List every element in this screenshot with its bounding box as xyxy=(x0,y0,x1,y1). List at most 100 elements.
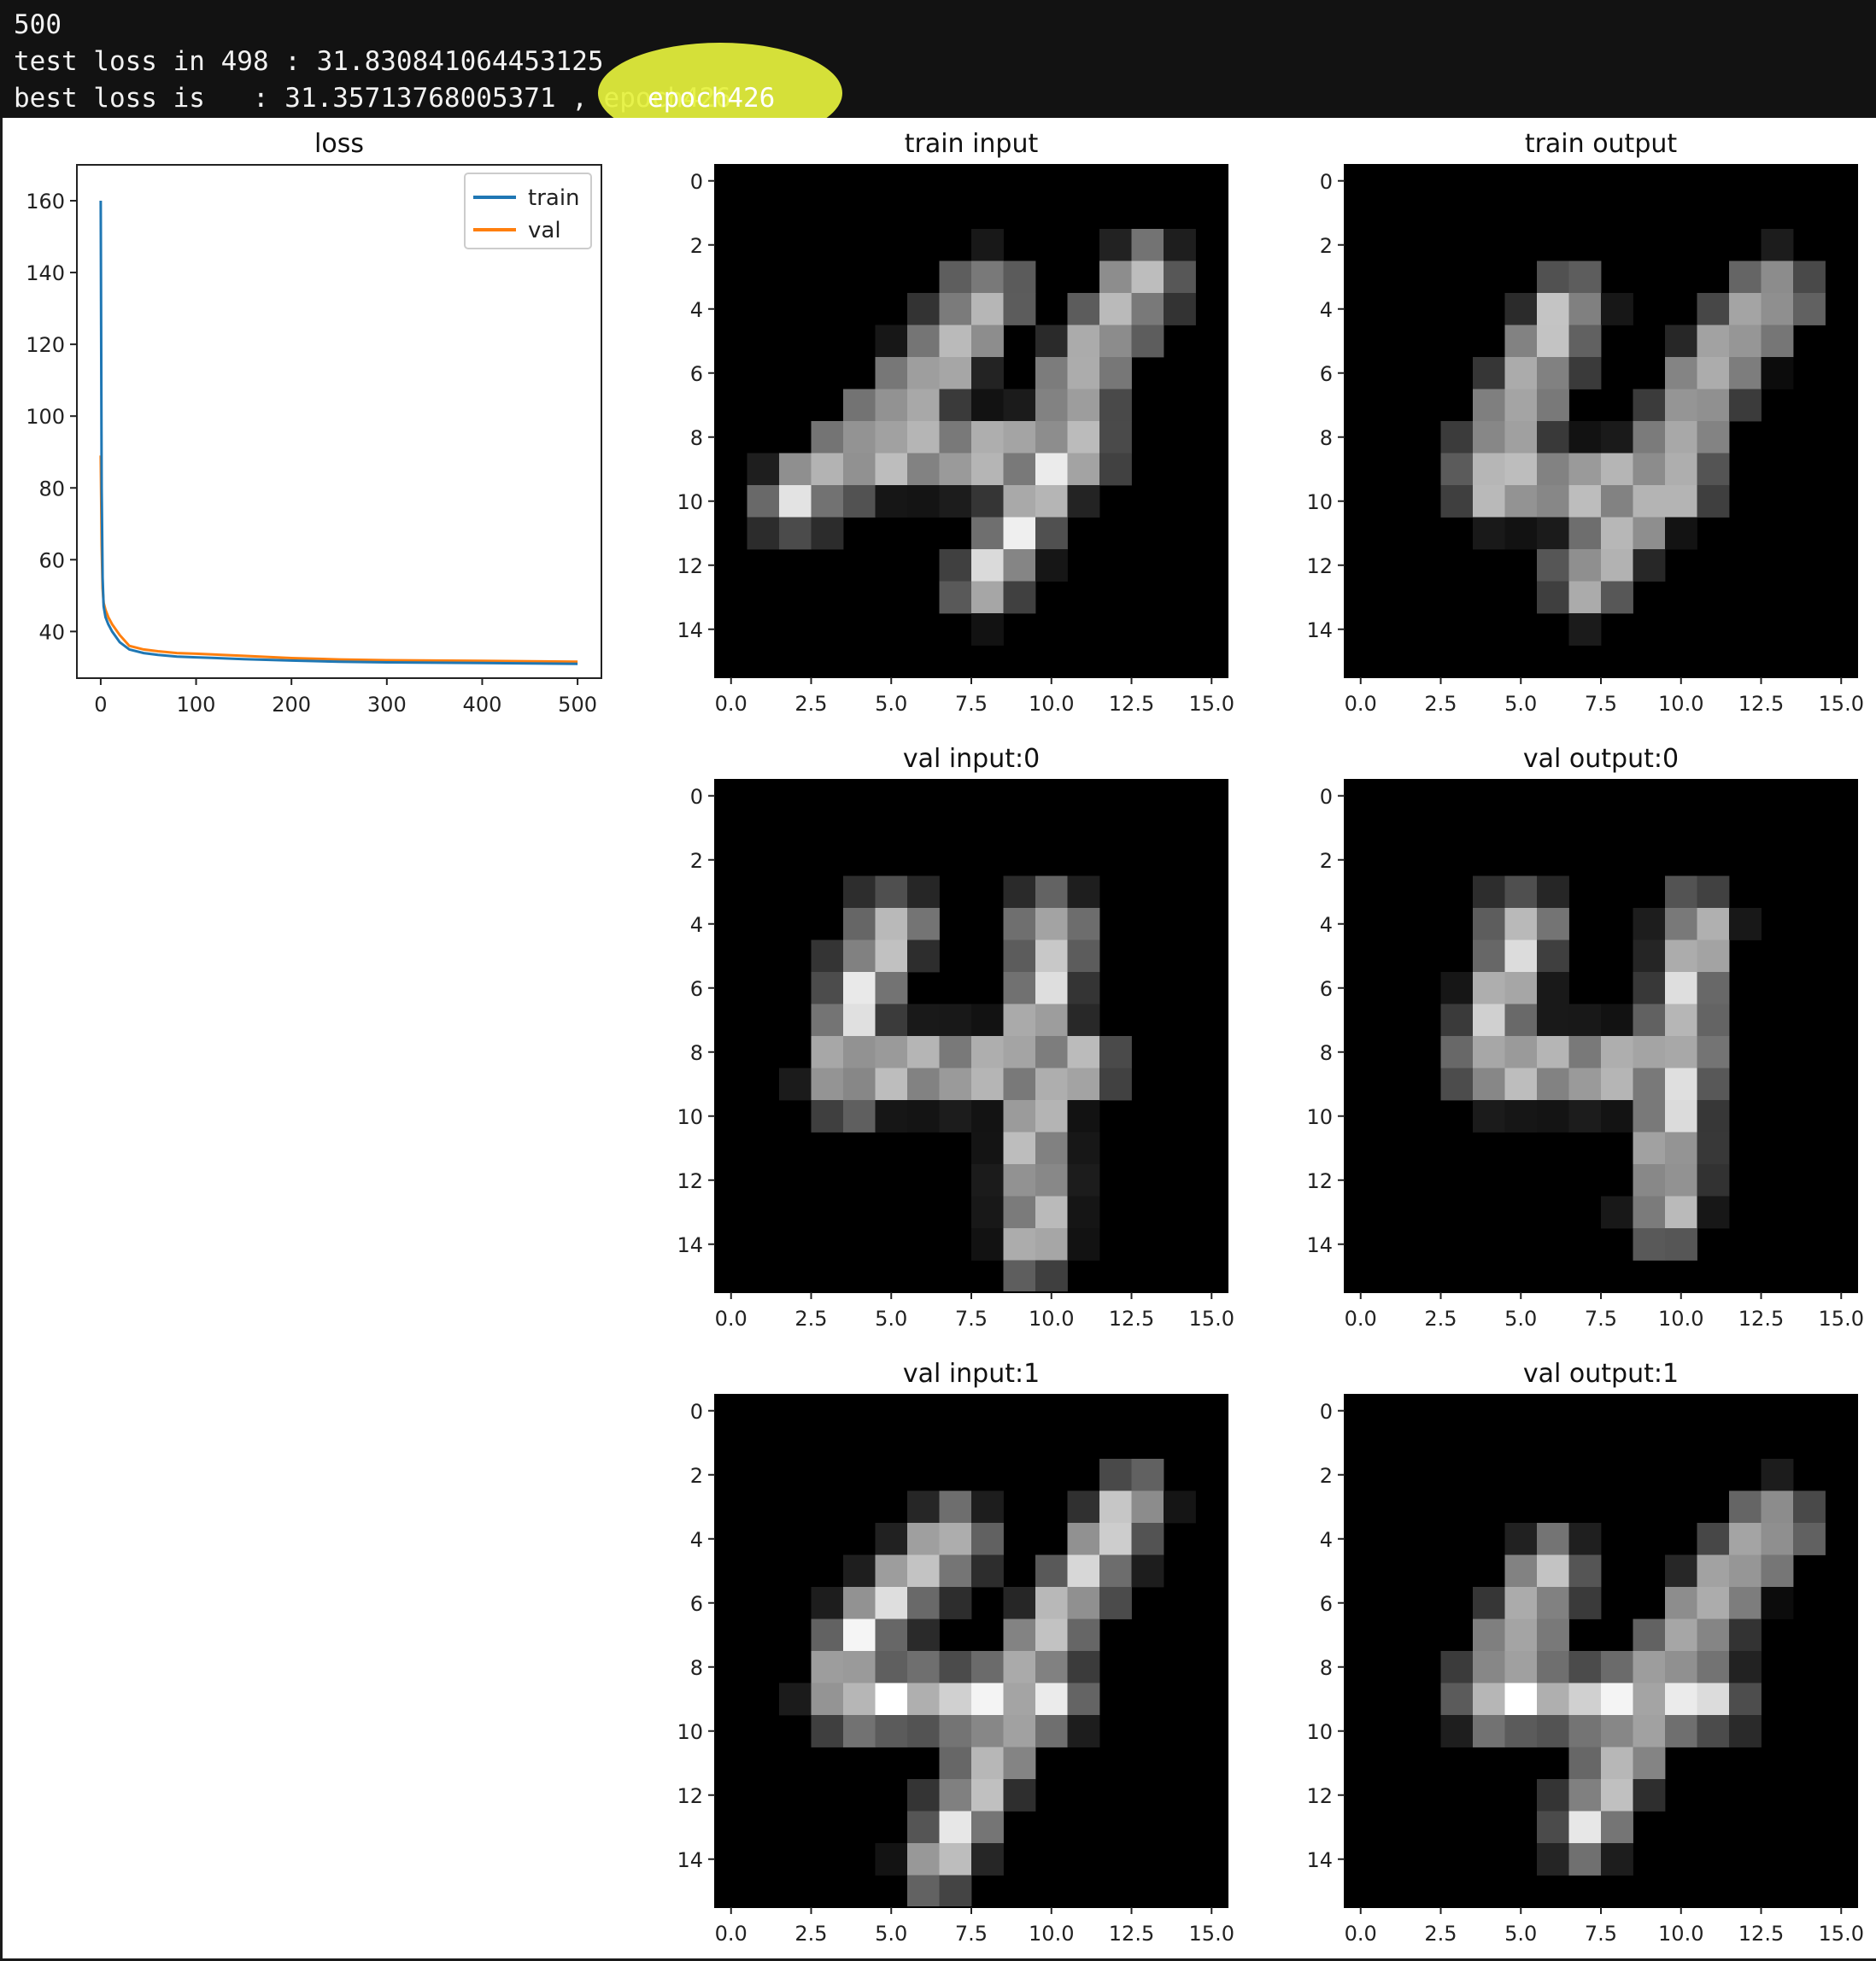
heatmap-pixel xyxy=(1035,357,1068,389)
heatmap-pixel xyxy=(1601,1811,1633,1844)
heatmap-pixel xyxy=(1003,1068,1036,1101)
heatmap-pixel xyxy=(907,1490,940,1524)
heatmap-pixel xyxy=(1793,260,1826,294)
heatmap-pixel xyxy=(1164,293,1196,325)
x-tick-label: 2.5 xyxy=(794,1922,827,1946)
heatmap-pixel xyxy=(907,357,940,389)
heatmap-pixel xyxy=(1099,229,1132,261)
x-tick-label: 10.0 xyxy=(1029,692,1074,716)
heatmap-pixel xyxy=(875,485,908,518)
heatmap-pixel xyxy=(939,1068,972,1101)
heatmap-pixel xyxy=(1003,908,1036,940)
heatmap-pixel xyxy=(1067,1228,1100,1261)
heatmap-pixel xyxy=(1035,908,1068,940)
heatmap-pixel xyxy=(1537,260,1569,294)
heatmap-pixel xyxy=(939,1843,972,1876)
y-tick-label: 100 xyxy=(26,405,65,429)
heatmap-pixel xyxy=(1729,908,1762,940)
x-tick-label: 15.0 xyxy=(1819,1307,1864,1331)
heatmap-pixel xyxy=(1537,1523,1569,1555)
heatmap-pixel xyxy=(1067,421,1100,454)
heatmap-pixel xyxy=(1003,260,1036,294)
heatmap-pixel xyxy=(1035,325,1068,358)
x-tick-label: 12.5 xyxy=(1109,692,1154,716)
heatmap-pixel xyxy=(1035,1554,1068,1588)
y-tick-label: 4 xyxy=(1320,1528,1333,1552)
heatmap-pixel xyxy=(875,325,908,358)
heatmap-pixel xyxy=(971,1228,1004,1261)
x-tick-label: 10.0 xyxy=(1658,1307,1703,1331)
heatmap-pixel xyxy=(1504,875,1538,909)
heatmap-pixel xyxy=(1067,1587,1100,1619)
heatmap-pixel xyxy=(1697,1715,1730,1747)
heatmap-pixel xyxy=(1601,1068,1633,1101)
heatmap-pixel xyxy=(1099,389,1132,422)
y-tick-label: 12 xyxy=(677,1784,703,1808)
heatmap-pixel xyxy=(939,1100,972,1133)
heatmap-pixel xyxy=(1665,1554,1697,1588)
heatmap-pixel xyxy=(1537,485,1569,518)
y-tick-label: 8 xyxy=(690,1041,703,1065)
heatmap-pixel xyxy=(843,940,876,973)
heatmap-pixel xyxy=(939,1490,972,1524)
x-tick-label: 15.0 xyxy=(1189,692,1234,716)
heatmap-pixel xyxy=(1099,260,1132,294)
heatmap-pixel xyxy=(907,1875,940,1908)
x-tick-label: 5.0 xyxy=(1504,1922,1537,1946)
heatmap-pixel xyxy=(1473,1619,1505,1652)
heatmap-pixel xyxy=(1537,1651,1569,1683)
heatmap-pixel xyxy=(1164,260,1196,294)
x-tick-label: 10.0 xyxy=(1658,1922,1703,1946)
heatmap-pixel xyxy=(1067,1196,1100,1229)
heatmap-pixel xyxy=(939,293,972,325)
heatmap-pixel xyxy=(1729,1554,1762,1588)
heatmap-pixel xyxy=(971,1651,1004,1683)
heatmap-pixel xyxy=(1099,421,1132,454)
heatmap-pixel xyxy=(1504,325,1538,358)
heatmap-pixel xyxy=(1568,1100,1602,1133)
heatmap-pixel xyxy=(1697,357,1730,389)
heatmap-pixel xyxy=(971,1843,1004,1876)
heatmap-pixel xyxy=(939,1779,972,1812)
heatmap-pixel xyxy=(1003,1132,1036,1165)
heatmap-pixel xyxy=(1504,1004,1538,1037)
heatmap-pixel xyxy=(1697,1619,1730,1652)
heatmap-pixel xyxy=(811,1036,844,1068)
heatmap-pixel xyxy=(1665,875,1697,909)
heatmap-title: val output:1 xyxy=(1523,1359,1679,1389)
heatmap-pixel xyxy=(1729,325,1762,358)
heatmap-pixel xyxy=(1067,972,1100,1004)
heatmap-pixel xyxy=(971,1554,1004,1588)
console-line-epoch: 500 xyxy=(14,9,62,40)
heatmap-pixel xyxy=(811,1715,844,1747)
x-tick-label: 300 xyxy=(367,693,407,717)
heatmap-pixel xyxy=(1568,1683,1602,1716)
heatmap-pixel xyxy=(1568,421,1602,454)
heatmap-pixel xyxy=(875,1715,908,1747)
heatmap-pixel xyxy=(1504,908,1538,940)
heatmap-pixel xyxy=(1440,972,1474,1004)
y-tick-label: 40 xyxy=(38,620,65,644)
heatmap-pixel xyxy=(1568,293,1602,325)
heatmap-pixel xyxy=(907,1068,940,1101)
y-tick-label: 0 xyxy=(1320,1400,1333,1424)
x-tick-label: 15.0 xyxy=(1819,1922,1864,1946)
y-tick-label: 8 xyxy=(1320,426,1333,450)
heatmap-pixel xyxy=(1003,972,1036,1004)
heatmap-pixel xyxy=(971,1683,1004,1716)
x-tick-label: 500 xyxy=(558,693,597,717)
heatmap-pixel xyxy=(843,1587,876,1619)
x-tick-label: 10.0 xyxy=(1029,1307,1074,1331)
heatmap-pixel xyxy=(1035,1228,1068,1261)
heatmap-pixel xyxy=(1003,1587,1036,1619)
x-tick-label: 0.0 xyxy=(1345,1307,1377,1331)
heatmap-pixel xyxy=(1035,1068,1068,1101)
heatmap-pixel xyxy=(1665,908,1697,940)
heatmap-pixel xyxy=(1504,1523,1538,1555)
heatmap-pixel xyxy=(1568,613,1602,646)
heatmap-pixel xyxy=(811,517,844,550)
heatmap-pixel xyxy=(1003,485,1036,518)
heatmap-pixel xyxy=(1697,1100,1730,1133)
heatmap-pixel xyxy=(1568,325,1602,358)
heatmap-pixel xyxy=(971,1100,1004,1133)
